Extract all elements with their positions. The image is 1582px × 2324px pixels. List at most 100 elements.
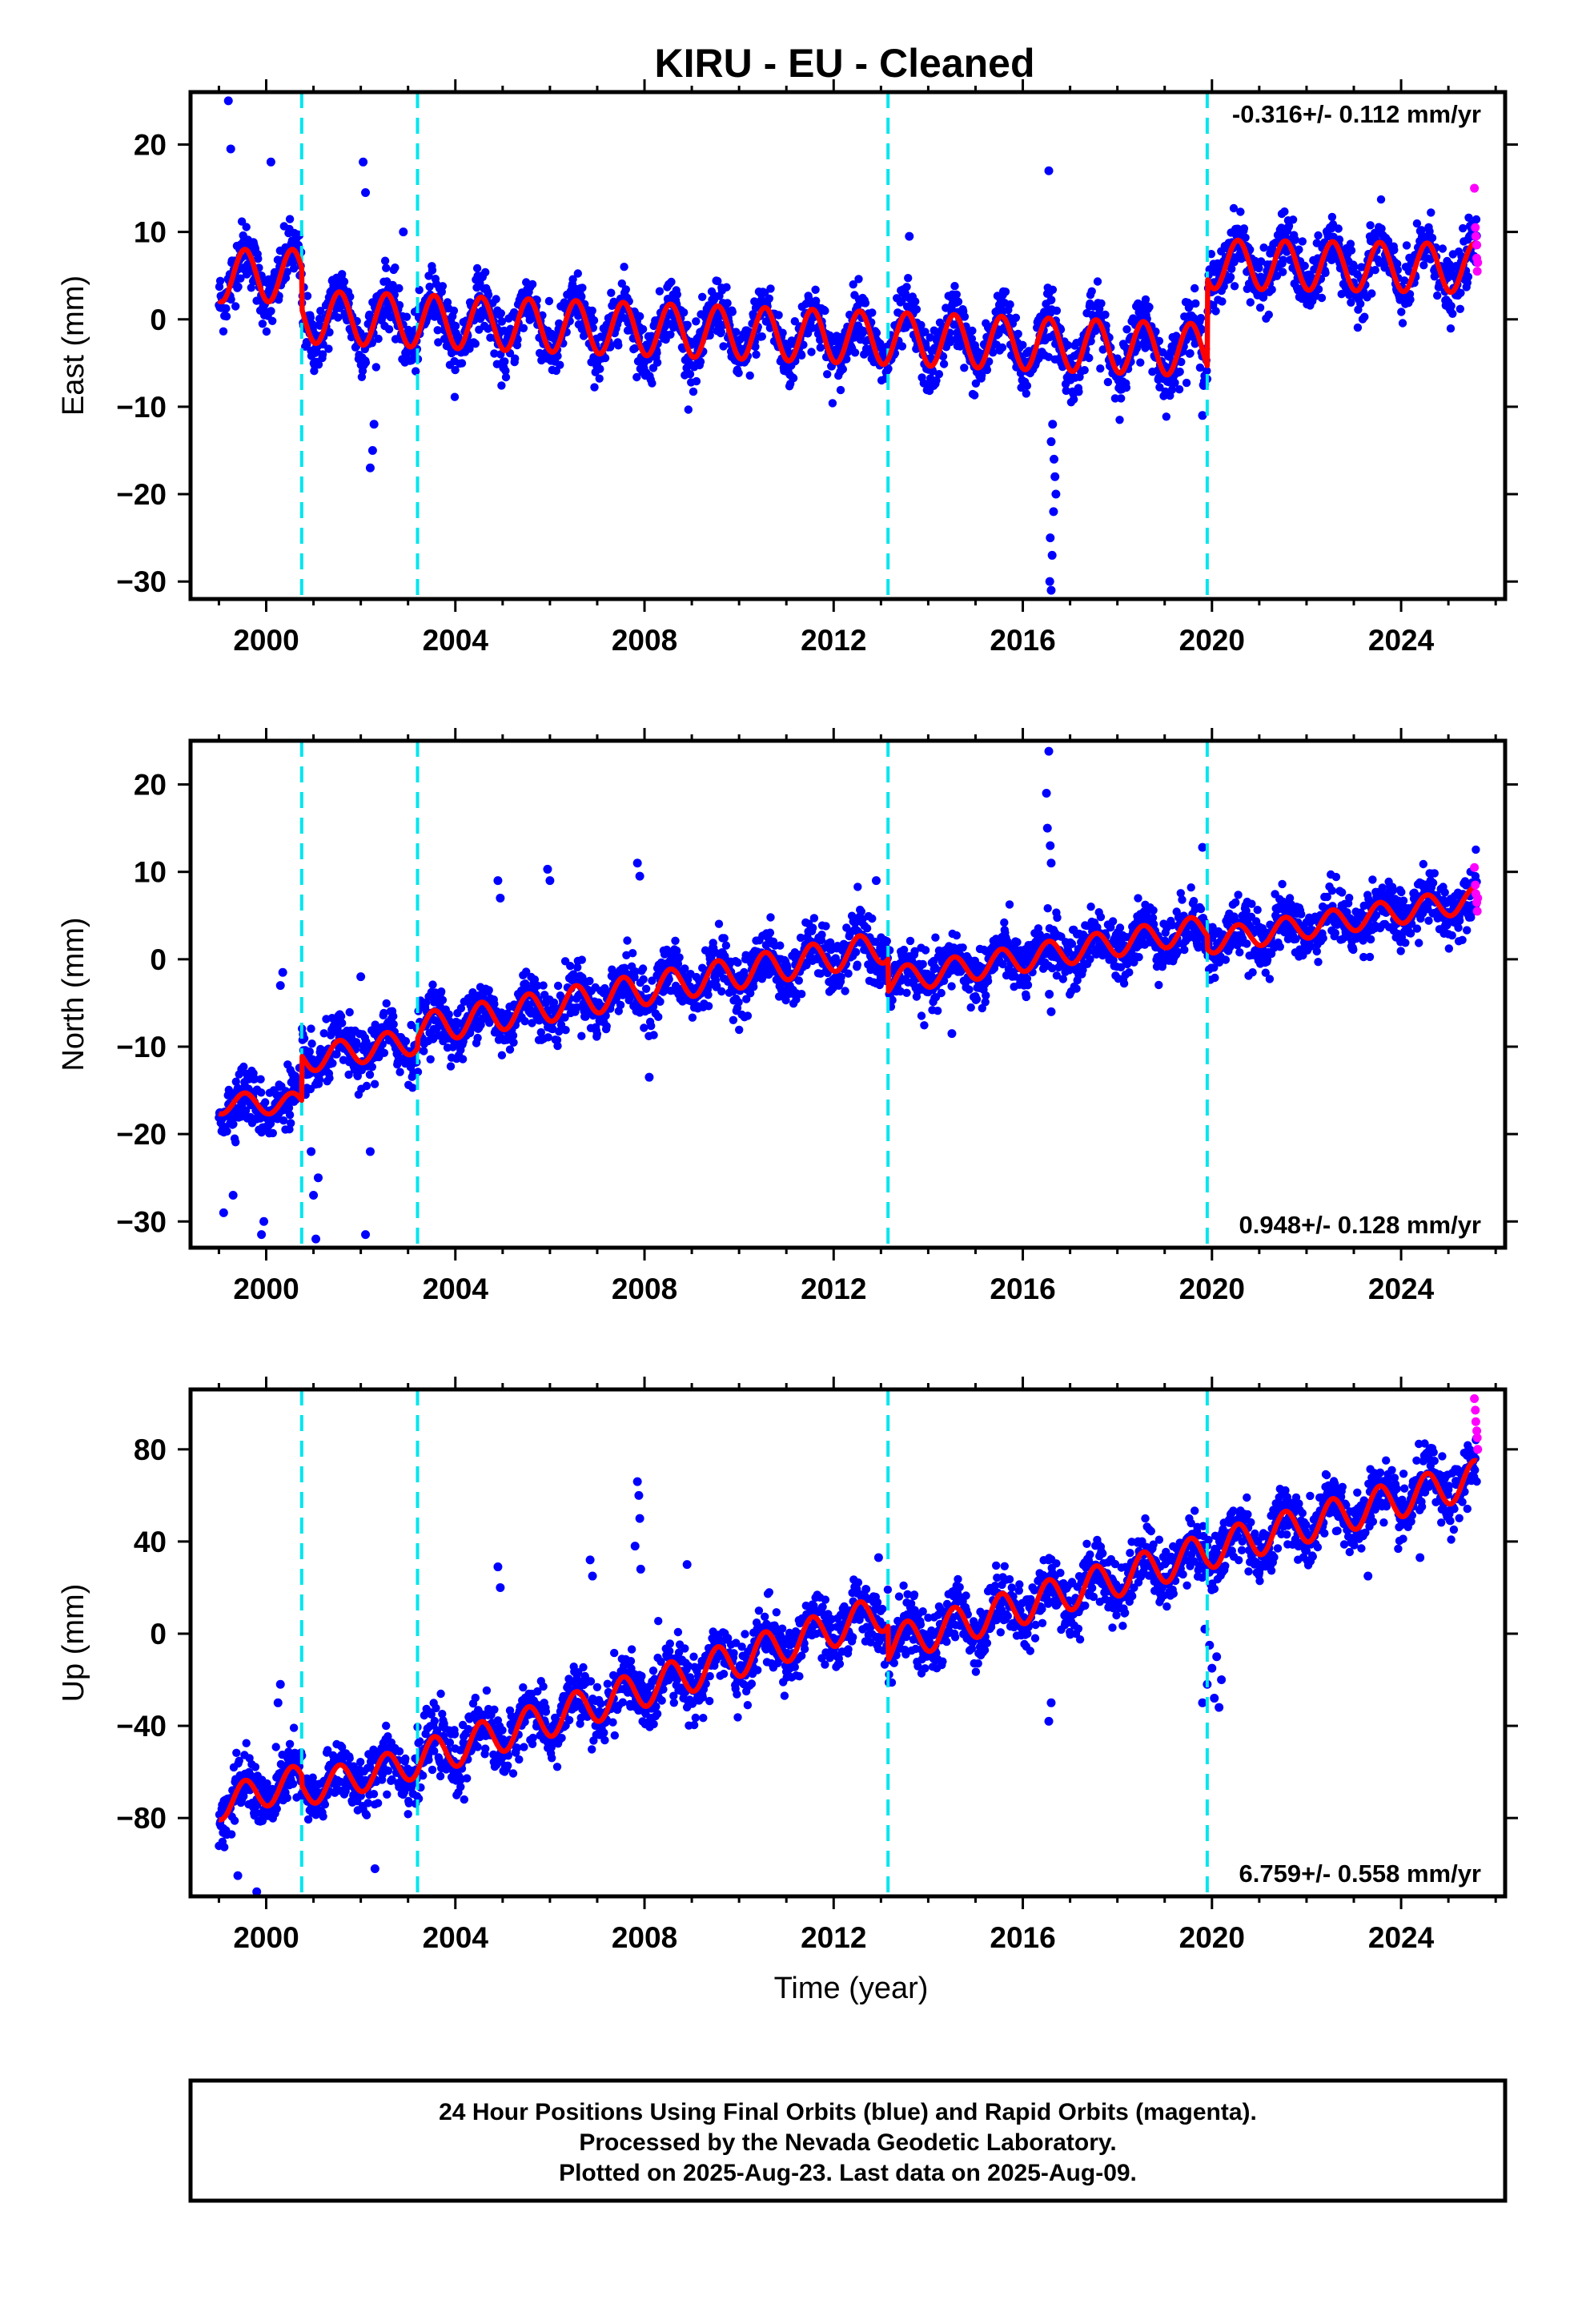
data-point [1177,357,1186,367]
data-point [960,312,970,321]
data-point [862,924,872,933]
final-orbit-points [215,746,1481,1244]
data-point [1175,368,1184,376]
data-point [789,374,798,383]
data-point [1053,913,1062,923]
data-point [215,276,225,285]
data-point [1427,208,1435,217]
data-point [1371,266,1379,275]
data-point [1043,904,1052,913]
data-point [776,941,785,950]
data-point [1227,264,1236,273]
data-point [794,976,803,985]
data-point [307,1039,316,1048]
data-point [382,999,391,1008]
data-point [242,223,251,231]
data-point [649,1031,658,1039]
data-point [723,299,732,308]
data-point [654,1012,663,1022]
data-point [1353,323,1363,332]
data-point [714,919,724,928]
data-point [809,923,817,932]
data-point [426,1055,435,1064]
data-point [926,333,934,342]
data-point [367,1063,376,1072]
data-point [696,357,705,366]
data-point [234,282,243,292]
outlier-point [1049,507,1058,517]
data-point [600,353,610,363]
data-point [449,306,459,316]
data-point [765,928,775,937]
data-point [328,1059,337,1068]
data-point [743,1011,753,1020]
data-point [396,1068,404,1076]
y-axis-label: East (mm) [57,275,90,416]
data-point [952,290,962,299]
data-point [1472,215,1481,224]
data-point [595,374,604,383]
data-point [728,308,737,316]
data-point [932,376,941,385]
data-point [324,344,333,353]
data-point [1230,282,1239,291]
data-point [362,1081,371,1091]
data-point [573,269,582,278]
data-point [1022,381,1032,390]
data-point [809,914,819,923]
y-tick-label: 0 [150,304,167,336]
data-point [920,1021,929,1030]
data-point [1155,383,1164,392]
outlier-point [223,96,233,106]
data-point [222,312,231,321]
data-point [384,325,394,334]
data-point [902,988,911,998]
data-point [850,348,860,357]
data-point [966,1003,975,1012]
data-point [520,1017,529,1026]
data-point [947,982,956,991]
data-point [1022,389,1031,398]
data-point [379,1048,389,1058]
data-point [1063,340,1073,350]
data-point [1267,285,1276,294]
data-point [853,883,862,891]
data-point [451,321,460,331]
outlier-point [1046,533,1055,543]
data-point [983,976,993,986]
data-point [778,328,787,337]
data-point [566,962,575,971]
data-point [227,295,235,304]
data-point [577,1031,586,1040]
outlier-point [359,157,368,167]
data-point [496,309,505,318]
data-point [652,358,662,367]
data-point [1047,296,1056,304]
data-point [937,988,946,998]
data-point [1001,287,1010,296]
velocity-rate-label: -0.316+/- 0.112 mm/yr [1232,100,1481,128]
data-point [254,254,263,263]
data-point [982,365,992,375]
data-point [884,364,893,373]
data-point [704,1002,713,1011]
data-point [325,1074,334,1083]
y-tick-label: −10 [116,391,167,424]
data-point [994,329,1003,338]
data-point [905,936,915,946]
data-point [471,340,480,348]
outlier-point [266,157,275,167]
data-point [287,1119,295,1128]
data-point [338,1019,347,1027]
data-point [1134,894,1142,903]
data-point [842,355,851,364]
panel-2: 2000 2004 2008 2012 2016 2020 2024−30−20−10010… [57,728,1518,1305]
outlier-point [1045,577,1054,586]
data-point [673,290,681,299]
data-point [247,283,255,292]
data-point [285,1111,295,1120]
data-point [917,320,926,330]
data-point [258,320,267,328]
data-point [1062,386,1070,396]
data-point [303,340,311,349]
